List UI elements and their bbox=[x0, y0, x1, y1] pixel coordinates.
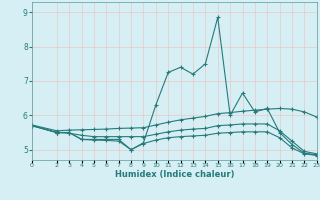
X-axis label: Humidex (Indice chaleur): Humidex (Indice chaleur) bbox=[115, 170, 234, 179]
